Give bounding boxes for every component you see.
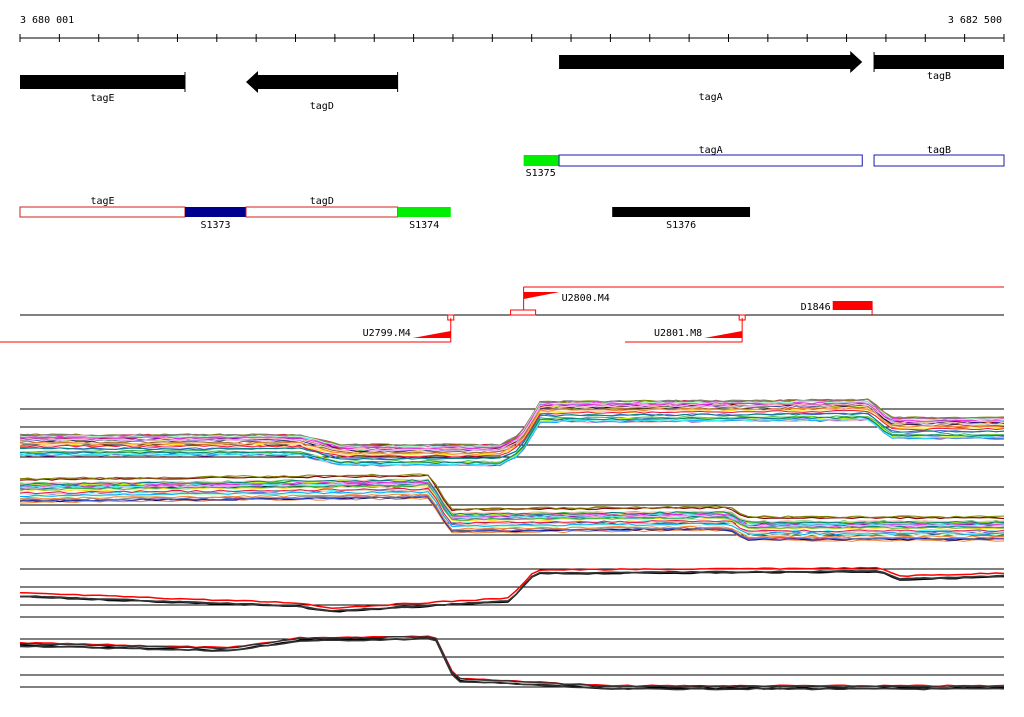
promoter-label-U2799: U2799.M4 — [363, 328, 411, 339]
gene-label-tagA: tagA — [699, 92, 723, 103]
expression-trace — [19, 416, 1005, 464]
expression-trace — [19, 479, 1005, 524]
gene-tagA — [559, 51, 863, 73]
gene-tagB — [874, 55, 1004, 69]
expression-panel-2 — [19, 473, 1005, 542]
segment-tagE — [19, 206, 186, 218]
segment-S1376 — [612, 207, 751, 217]
terminator-D1846 — [832, 301, 873, 310]
segment-label-tagB: tagB — [927, 145, 951, 156]
terminator-label-D1846: D1846 — [801, 302, 831, 313]
expression-trace — [19, 487, 1005, 533]
segment-label-S1376: S1376 — [666, 220, 696, 231]
promoter-flag-U2800 — [523, 292, 560, 299]
expression-trace — [19, 416, 1005, 465]
expression-trace — [19, 570, 1004, 613]
expression-trace — [19, 402, 1005, 451]
expression-trace — [20, 491, 1005, 536]
expression-trace — [19, 488, 1005, 534]
expression-trace — [19, 493, 1005, 539]
coordinate-ruler: 3 680 001 3 682 500 — [19, 15, 1005, 42]
segment-tagD — [245, 206, 399, 218]
expression-trace — [19, 635, 1005, 688]
segment-S1375 — [523, 155, 560, 166]
expression-profile-panels — [19, 398, 1005, 691]
regulatory-feature-track: U2800.M4 U2799.M4 U2801.M8 D1846 — [0, 286, 1004, 343]
expression-trace — [19, 566, 1005, 609]
promoter-label-U2800: U2800.M4 — [562, 293, 610, 304]
expression-trace — [20, 401, 1005, 450]
promoter-label-U2801: U2801.M8 — [654, 328, 702, 339]
segment-label-tagE: tagE — [90, 196, 114, 207]
gene-label-tagD: tagD — [310, 101, 334, 112]
expression-trace — [19, 497, 1005, 542]
expression-trace — [20, 482, 1005, 528]
promoter-flag-U2801 — [704, 331, 743, 338]
segment-tagB — [873, 154, 1005, 167]
expression-trace — [19, 406, 1005, 454]
segment-label-S1375: S1375 — [526, 168, 556, 179]
plus-strand-segment-track: S1375 tagA tagB — [523, 145, 1005, 179]
ruler-end-label: 3 682 500 — [948, 15, 1002, 26]
expression-trace — [19, 409, 1005, 457]
expression-trace — [19, 407, 1005, 455]
gene-label-tagE: tagE — [90, 93, 114, 104]
expression-trace — [19, 412, 1005, 461]
expression-trace — [19, 481, 1005, 527]
expression-trace — [19, 496, 1005, 541]
ruler-start-label: 3 680 001 — [20, 15, 74, 26]
segment-label-tagD: tagD — [310, 196, 334, 207]
expression-trace — [19, 495, 1005, 541]
expression-panel-3 — [19, 566, 1005, 618]
segment-label-S1374: S1374 — [409, 220, 439, 231]
segment-label-tagA: tagA — [699, 145, 723, 156]
expression-trace — [19, 636, 1005, 688]
gene-annotation-track: tagE tagD tagA tagB — [20, 51, 1004, 112]
gene-label-tagB: tagB — [927, 71, 951, 82]
expression-trace — [19, 638, 1005, 691]
segment-S1373 — [184, 207, 247, 217]
segment-tagA — [558, 154, 863, 167]
segment-S1374 — [397, 207, 451, 217]
expression-trace — [19, 484, 1005, 529]
promoter-flag-U2799 — [412, 331, 451, 338]
gene-tagD — [246, 71, 398, 93]
expression-trace — [20, 570, 1005, 612]
ruler-ticks — [19, 34, 1005, 42]
segment-label-S1373: S1373 — [200, 220, 230, 231]
gene-tagE — [20, 75, 185, 89]
minus-strand-segment-track: tagE S1373 tagD S1374 S1376 — [19, 196, 751, 231]
expression-trace — [19, 473, 1005, 519]
expression-trace — [19, 418, 1005, 466]
promoter-box-U2801 — [738, 314, 746, 321]
expression-panel-4 — [19, 635, 1005, 691]
promoter-box-U2799 — [447, 314, 455, 321]
expression-trace — [19, 398, 1005, 447]
promoter-box-U2800 — [510, 309, 537, 316]
expression-trace — [19, 409, 1005, 458]
expression-panel-1 — [19, 398, 1005, 467]
